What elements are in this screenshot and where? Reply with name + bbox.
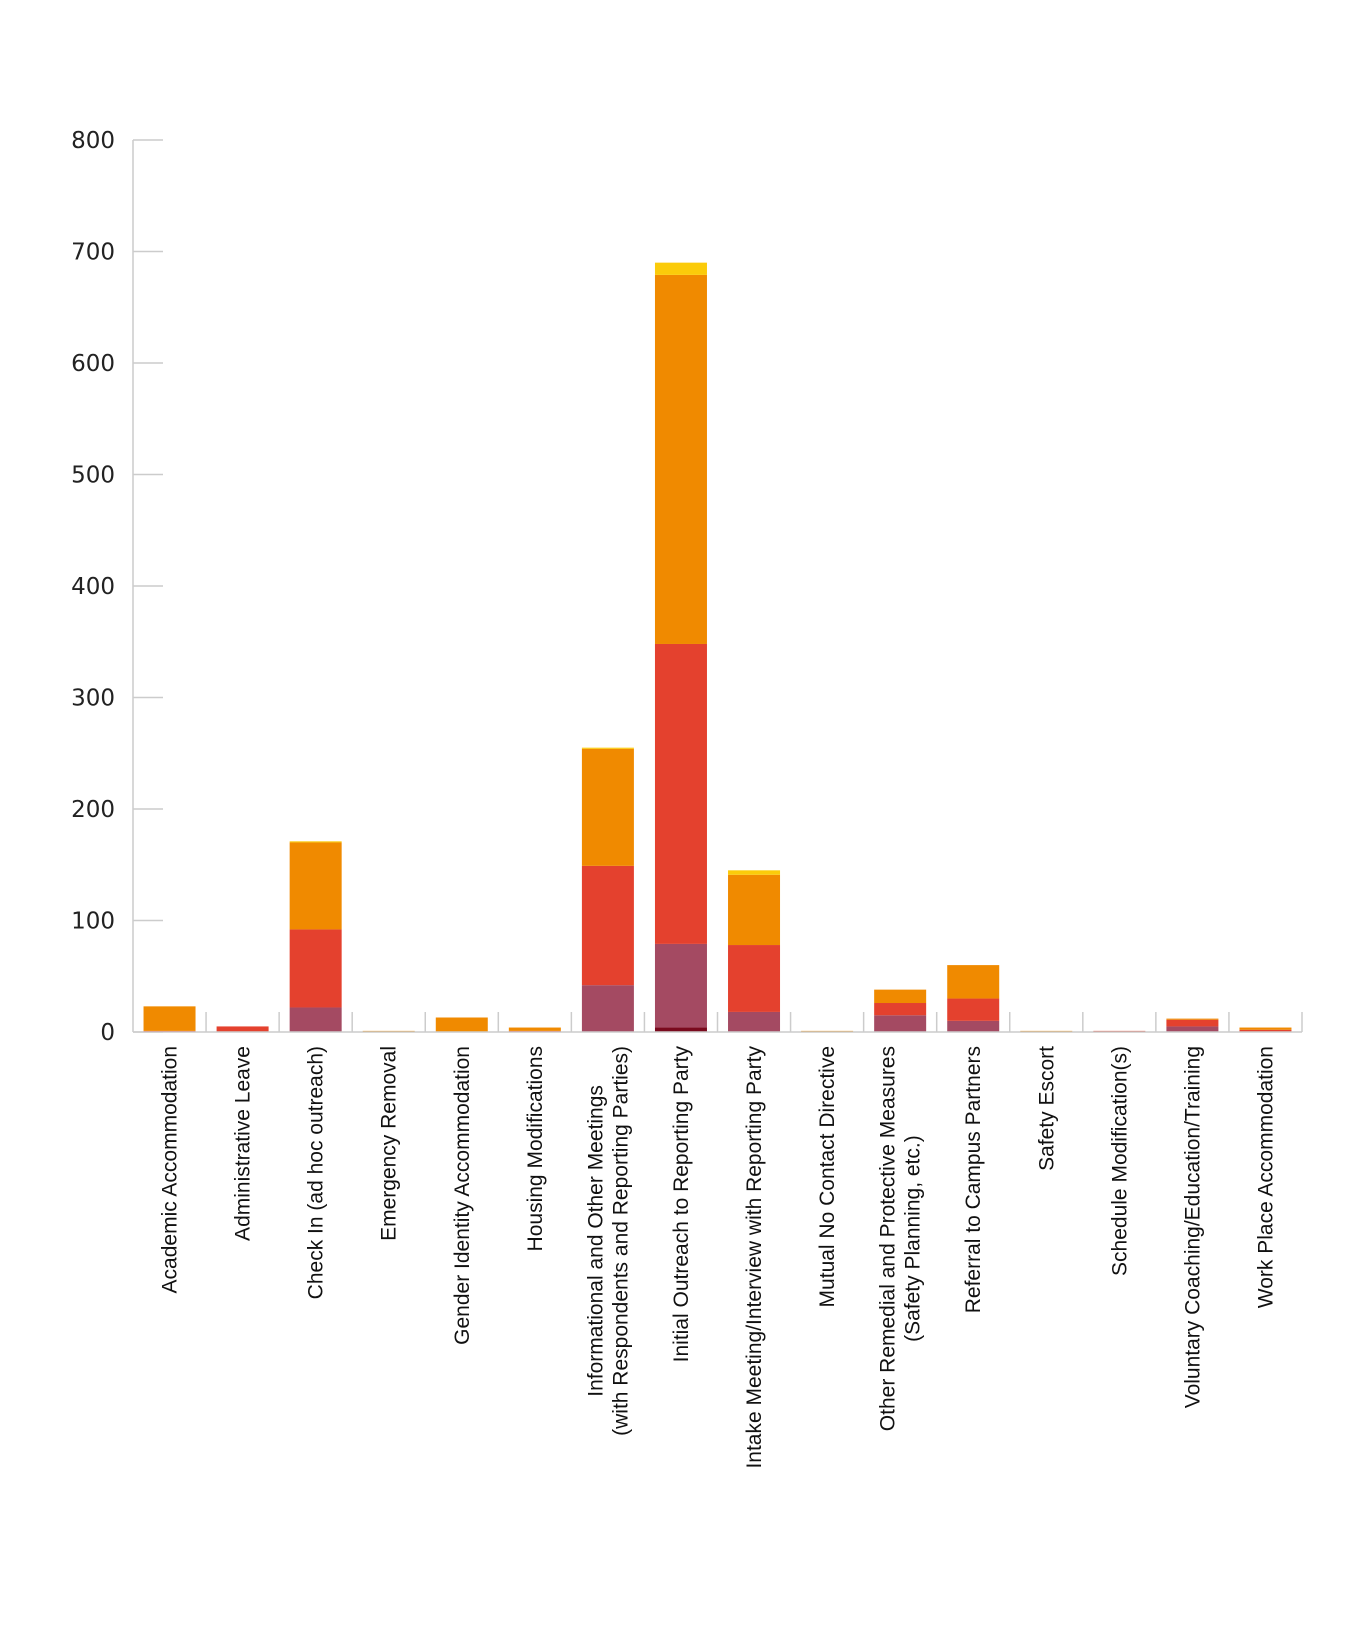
x-tick-label-line: Safety Escort <box>1035 1046 1058 1171</box>
x-tick-label-line: (Safety Planning, etc.) <box>902 1135 925 1342</box>
x-tick-label-line: Administrative Leave <box>232 1046 255 1241</box>
x-tick-label: Initial Outreach to Reporting Party <box>670 1046 693 1363</box>
x-tick-label-line: Check In (ad hoc outreach) <box>305 1046 328 1299</box>
x-tick-label: Other Remedial and Protective Measures(S… <box>877 1046 925 1431</box>
x-tick-label-line: Mutual No Contact Directive <box>816 1046 839 1307</box>
bar-segment-series-2-8 <box>728 1011 781 1032</box>
bar-segment-series-4-5 <box>508 1027 561 1031</box>
x-tick-label: Schedule Modification(s) <box>1108 1046 1131 1276</box>
y-tick-label: 600 <box>71 351 115 377</box>
bar-segment-series-4-15 <box>1239 1027 1292 1030</box>
x-tick-label-line: (with Respondents and Reporting Parties) <box>609 1046 632 1436</box>
y-tick-label: 300 <box>71 686 115 712</box>
x-tick-label: Administrative Leave <box>232 1046 255 1241</box>
x-tick-label: Mutual No Contact Directive <box>816 1046 839 1307</box>
x-tick-label: Referral to Campus Partners <box>962 1046 985 1313</box>
x-tick-label: Voluntary Coaching/Education/Training <box>1181 1046 1204 1408</box>
x-tick-label: Emergency Removal <box>378 1046 401 1241</box>
x-tick-label-line: Academic Accommodation <box>159 1046 182 1293</box>
bar-segment-series-2-14 <box>1166 1026 1219 1032</box>
x-tick-label: Work Place Accommodation <box>1254 1046 1277 1308</box>
bar-segment-series-3-7 <box>654 643 707 944</box>
x-tick-label-line: Other Remedial and Protective Measures <box>877 1046 900 1431</box>
x-tick-label-line: Intake Meeting/Interview with Reporting … <box>743 1046 766 1469</box>
x-tick-label-line: Referral to Campus Partners <box>962 1046 985 1313</box>
x-tick-label-line: Voluntary Coaching/Education/Training <box>1181 1046 1204 1408</box>
bar-segment-series-5-2 <box>289 841 342 843</box>
bar-segment-series-2-7 <box>654 943 707 1028</box>
x-tick-label: Gender Identity Accommodation <box>451 1046 474 1345</box>
bar-segment-series-4-8 <box>728 874 781 946</box>
x-tick-label-line: Emergency Removal <box>378 1046 401 1241</box>
x-tick-label-line: Work Place Accommodation <box>1254 1046 1277 1308</box>
x-tick-label: Housing Modifications <box>524 1046 547 1251</box>
x-tick-label: Academic Accommodation <box>159 1046 182 1293</box>
bar-segment-series-3-15 <box>1239 1029 1292 1032</box>
y-axis-group: 0 100 200 300 400 500 600 700 800 <box>71 128 163 1046</box>
x-axis-group: Academic Accommodation Administrative Lea… <box>133 1012 1303 1469</box>
bar-segment-series-3-8 <box>728 945 781 1012</box>
x-tick-label-line: Gender Identity Accommodation <box>451 1046 474 1345</box>
x-tick-label-line: Informational and Other Meetings <box>584 1085 607 1397</box>
bar-segment-series-4-11 <box>947 965 1000 999</box>
bar-segment-series-2-6 <box>581 985 634 1032</box>
x-tick-label-line: Initial Outreach to Reporting Party <box>670 1046 693 1363</box>
bar-segment-series-5-6 <box>581 747 634 749</box>
bar-segment-series-4-0 <box>143 1006 196 1031</box>
x-tick-label: Intake Meeting/Interview with Reporting … <box>743 1046 766 1469</box>
x-tick-label-line: Housing Modifications <box>524 1046 547 1251</box>
x-tick-label-line: Schedule Modification(s) <box>1108 1046 1131 1276</box>
x-tick-label: Informational and Other Meetings(with Re… <box>584 1046 632 1436</box>
y-tick-label: 200 <box>71 797 115 823</box>
bar-segment-series-3-6 <box>581 865 634 986</box>
y-tick-label: 400 <box>71 574 115 600</box>
x-tick-label: Check In (ad hoc outreach) <box>305 1046 328 1299</box>
bars-group <box>143 262 1292 1032</box>
y-tick-label: 800 <box>71 128 115 154</box>
bar-segment-series-3-2 <box>289 929 342 1008</box>
x-tick-label: Safety Escort <box>1035 1046 1058 1171</box>
bar-segment-series-2-2 <box>289 1007 342 1032</box>
bar-segment-series-4-14 <box>1166 1018 1219 1020</box>
bar-segment-series-3-11 <box>947 998 1000 1021</box>
bar-segment-series-2-10 <box>874 1015 927 1032</box>
y-tick-label: 500 <box>71 463 115 489</box>
bar-segment-series-4-2 <box>289 842 342 930</box>
bar-segment-series-4-4 <box>435 1017 488 1032</box>
bar-segment-series-4-6 <box>581 748 634 866</box>
bar-segment-series-5-8 <box>728 870 781 875</box>
bar-segment-series-3-10 <box>874 1003 927 1016</box>
bar-segment-series-4-7 <box>654 274 707 644</box>
bar-segment-series-5-7 <box>654 262 707 275</box>
y-tick-label: 100 <box>71 909 115 935</box>
bar-segment-series-3-1 <box>216 1026 269 1032</box>
bar-segment-series-4-10 <box>874 989 927 1004</box>
y-tick-label: 0 <box>100 1020 115 1046</box>
bar-segment-series-2-11 <box>947 1020 1000 1032</box>
y-tick-label: 700 <box>71 240 115 266</box>
bar-segment-series-3-14 <box>1166 1019 1219 1027</box>
bar-segment-series-1-7 <box>654 1027 707 1032</box>
